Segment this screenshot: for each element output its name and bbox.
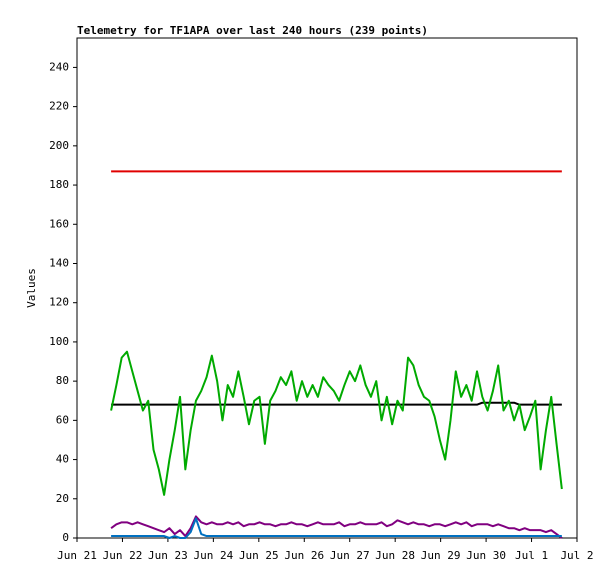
y-tick-label: 160 (49, 217, 69, 230)
series-line (111, 517, 562, 539)
x-tick-label: Jun 24 (193, 549, 233, 562)
x-tick-label: Jun 29 (421, 549, 461, 562)
y-tick-label: 20 (56, 492, 69, 505)
x-tick-label: Jun 23 (148, 549, 188, 562)
x-tick-label: Jun 25 (239, 549, 279, 562)
y-tick-label: 40 (56, 453, 69, 466)
y-tick-label: 100 (49, 335, 69, 348)
y-tick-label: 180 (49, 178, 69, 191)
x-tick-label: Jun 22 (103, 549, 143, 562)
y-tick-label: 0 (62, 531, 69, 544)
series-line (111, 401, 562, 406)
x-tick-label: Jul 2 (560, 549, 593, 562)
y-tick-label: 80 (56, 374, 69, 387)
y-tick-label: 220 (49, 100, 69, 113)
y-tick-label: 240 (49, 60, 69, 73)
series-line (110, 350, 563, 496)
y-tick-label: 200 (49, 139, 69, 152)
y-axis-label: Values (25, 268, 38, 308)
chart-title: Telemetry for TF1APA over last 240 hours… (77, 24, 428, 37)
x-tick-label: Jun 30 (466, 549, 506, 562)
y-tick-label: 140 (49, 256, 69, 269)
y-tick-label: 120 (49, 296, 69, 309)
x-tick-label: Jun 26 (284, 549, 324, 562)
plot-frame (76, 37, 578, 539)
x-tick-label: Jul 1 (515, 549, 548, 562)
x-tick-label: Jun 28 (375, 549, 415, 562)
x-tick-label: Jun 21 (57, 549, 97, 562)
series-line (110, 515, 563, 539)
y-tick-label: 60 (56, 413, 69, 426)
x-tick-label: Jun 27 (330, 549, 370, 562)
